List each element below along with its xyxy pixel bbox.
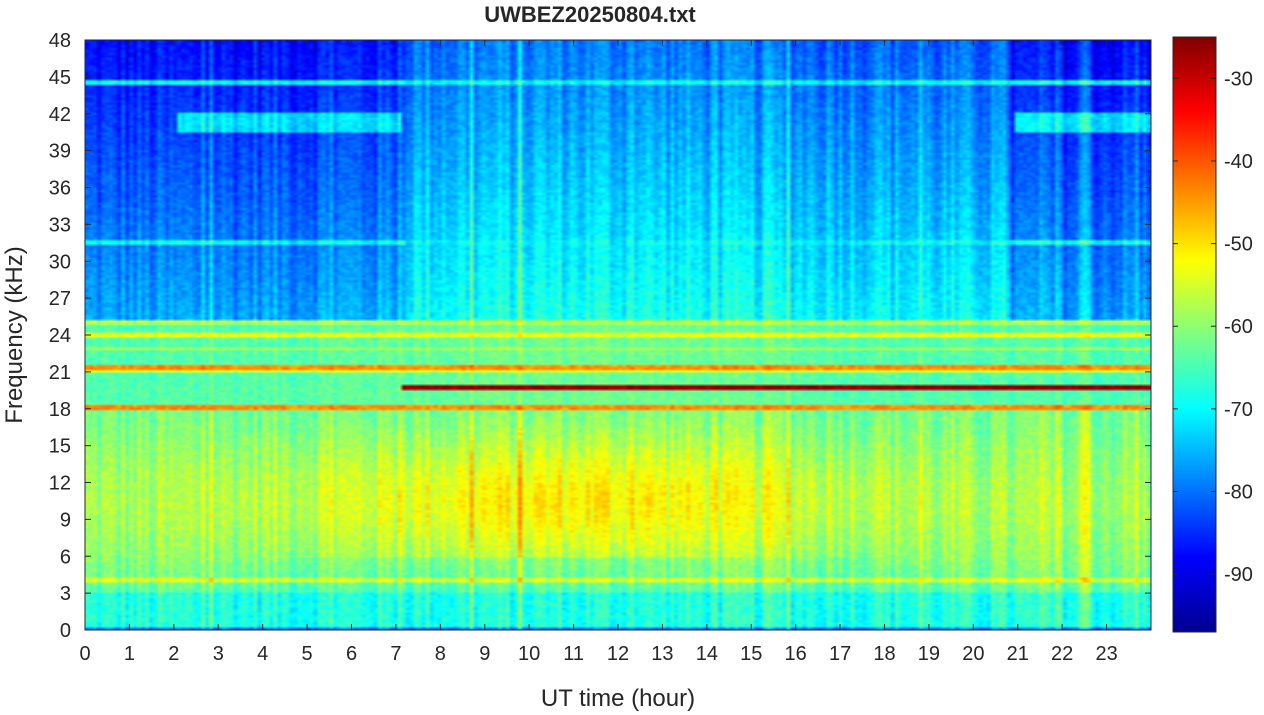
chart-title: UWBEZ20250804.txt	[484, 2, 696, 27]
x-axis-ticks: 0 1 2 3 4 5 6 7 8 9 10 11 12 13 14 15 16 17 18 19 20 21 22 23	[79, 40, 1118, 665]
y-tick-label: 24	[49, 325, 71, 347]
x-tick-label: 18	[873, 643, 895, 665]
x-tick-label: 23	[1095, 643, 1117, 665]
colorbar	[1172, 36, 1217, 633]
colorbar-tick-label: -70	[1224, 399, 1253, 421]
y-tick-label: 45	[49, 67, 71, 89]
y-tick-label: 27	[49, 288, 71, 310]
x-tick-label: 9	[479, 643, 490, 665]
y-tick-label: 30	[49, 251, 71, 273]
colorbar-tick-label: -90	[1224, 564, 1253, 586]
x-tick-label: 4	[257, 643, 268, 665]
y-tick-label: 6	[60, 546, 71, 568]
x-tick-label: 17	[829, 643, 851, 665]
x-tick-label: 3	[213, 643, 224, 665]
colorbar-tick-label: -50	[1224, 234, 1253, 256]
colorbar-tick-label: -80	[1224, 482, 1253, 504]
x-tick-label: 5	[302, 643, 313, 665]
x-tick-label: 22	[1051, 643, 1073, 665]
plot-frame	[84, 39, 1152, 631]
x-tick-label: 7	[390, 643, 401, 665]
spectrogram-heatmap	[85, 40, 1151, 630]
x-tick-label: 10	[518, 643, 540, 665]
y-tick-label: 9	[60, 509, 71, 531]
y-tick-label: 15	[49, 436, 71, 458]
x-tick-label: 11	[563, 643, 584, 665]
colorbar-ticks: -90 -80 -70 -60 -50 -40 -30	[1173, 68, 1253, 586]
x-tick-label: 19	[918, 643, 940, 665]
x-tick-label: 0	[79, 643, 90, 665]
y-tick-label: 18	[49, 399, 71, 421]
colorbar-tick-label: -60	[1224, 316, 1253, 338]
x-tick-label: 13	[651, 643, 673, 665]
y-tick-label: 12	[49, 473, 71, 495]
y-tick-label: 36	[49, 178, 71, 200]
y-tick-label: 48	[49, 30, 71, 52]
x-tick-label: 6	[346, 643, 357, 665]
y-tick-label: 3	[60, 583, 71, 605]
x-tick-label: 2	[168, 643, 179, 665]
x-axis-label: UT time (hour)	[541, 685, 695, 712]
colorbar-tick-label: -30	[1224, 68, 1253, 90]
x-tick-label: 8	[435, 643, 446, 665]
y-axis-label: Frequency (kHz)	[1, 246, 28, 423]
colorbar-tick-label: -40	[1224, 151, 1253, 173]
y-tick-label: 0	[60, 620, 71, 642]
x-tick-label: 12	[607, 643, 629, 665]
y-tick-label: 33	[49, 214, 71, 236]
x-tick-label: 16	[785, 643, 807, 665]
y-tick-label: 21	[49, 362, 71, 384]
x-tick-label: 14	[696, 643, 718, 665]
x-tick-label: 1	[124, 643, 135, 665]
x-tick-label: 20	[962, 643, 984, 665]
x-tick-label: 15	[740, 643, 762, 665]
y-tick-label: 39	[49, 141, 71, 163]
y-tick-label: 42	[49, 104, 71, 126]
heatmap-image	[85, 40, 1151, 630]
x-tick-label: 21	[1007, 643, 1029, 665]
